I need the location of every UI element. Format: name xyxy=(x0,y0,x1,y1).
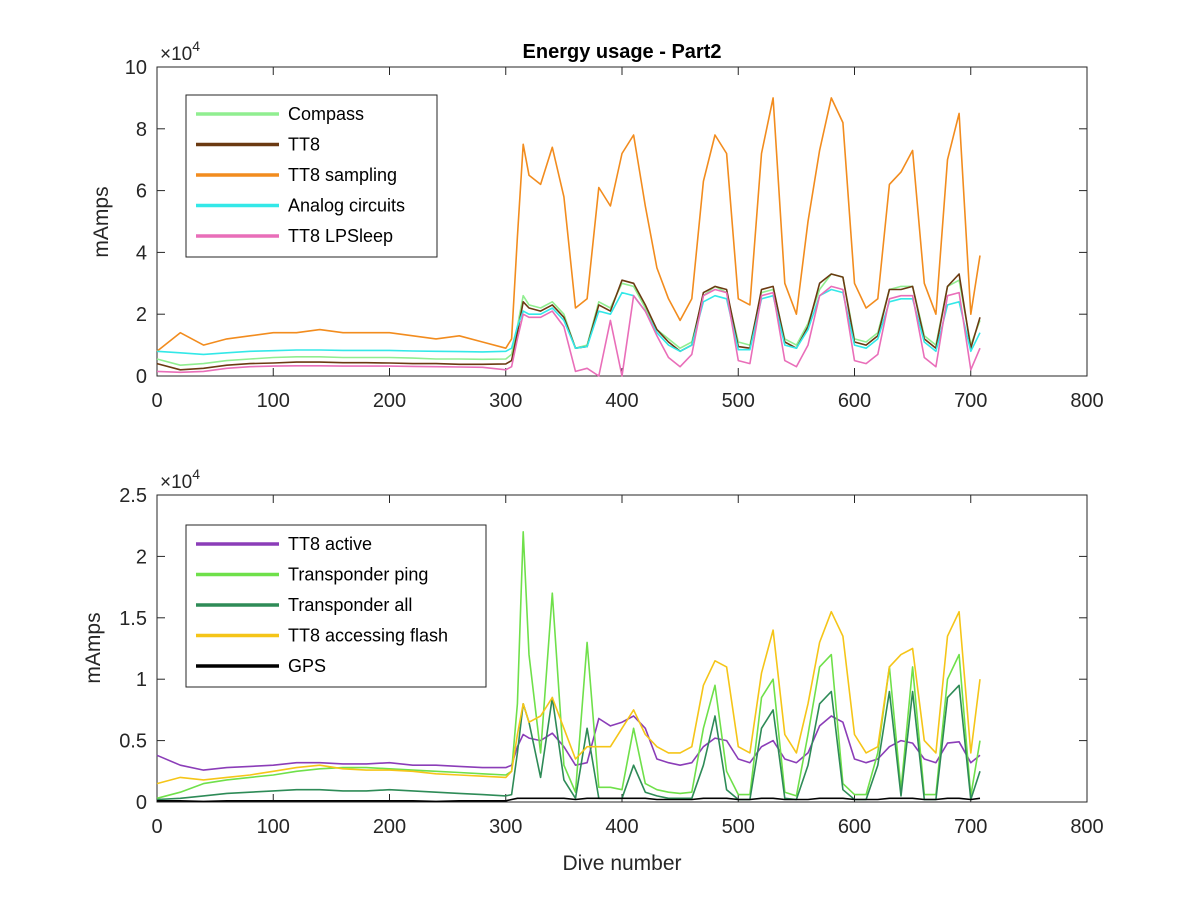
x-tick-label: 0 xyxy=(151,390,162,412)
x-tick-label: 300 xyxy=(489,816,522,838)
x-tick-label: 800 xyxy=(1070,816,1103,838)
y-tick-label: 1 xyxy=(136,669,147,691)
x-tick-label: 600 xyxy=(838,390,871,412)
legend-label-tt8: TT8 xyxy=(288,135,320,155)
series-lines-bottom xyxy=(156,530,981,803)
legend-label-transponder-ping: Transponder ping xyxy=(288,565,428,585)
x-tick-label: 600 xyxy=(838,816,871,838)
series-line-tt8-accessing-flash xyxy=(156,610,981,785)
y-tick-label: 1.5 xyxy=(119,608,147,630)
x-tick-label: 500 xyxy=(722,390,755,412)
y-tick-label: 0 xyxy=(136,792,147,814)
axis-ticks-top: 0 100 200 300 400 500 600 700 800 0 2 4 6 8 10 xyxy=(125,57,1104,412)
chart-title-top: Energy usage - Part2 xyxy=(523,41,722,63)
series-line-tt8-lpsleep xyxy=(156,285,981,377)
axis-ticks-bottom: 0 100 200 300 400 500 600 700 800 0 0.5 1 1.5 2 2.5 xyxy=(119,485,1104,838)
x-axis-label-bottom: Dive number xyxy=(562,852,681,875)
legend-label-tt8-accessing-flash: TT8 accessing flash xyxy=(288,626,448,646)
y-tick-label: 4 xyxy=(136,242,147,264)
x-tick-label: 100 xyxy=(257,390,290,412)
chart-top: Energy usage - Part2 ×104 mAmps 0 100 200 3… xyxy=(90,38,1104,412)
y-exponent-bottom: ×104 xyxy=(160,466,200,493)
y-tick-label: 6 xyxy=(136,181,147,203)
x-tick-label: 700 xyxy=(954,390,987,412)
chart-bottom: ×104 mAmps Dive number 0 100 200 300 400 500 6… xyxy=(82,466,1104,875)
series-line-gps xyxy=(157,797,981,803)
x-tick-label: 0 xyxy=(151,816,162,838)
x-tick-label: 200 xyxy=(373,816,406,838)
x-tick-label: 300 xyxy=(489,390,522,412)
y-exponent-top: ×104 xyxy=(160,38,200,65)
legend-label-gps: GPS xyxy=(288,656,326,676)
x-tick-label: 700 xyxy=(954,816,987,838)
series-line-transponder-ping xyxy=(156,530,981,800)
legend-label-transponder-all: Transponder all xyxy=(288,595,412,615)
x-tick-label: 500 xyxy=(722,816,755,838)
legend-label-compass: Compass xyxy=(288,104,364,124)
y-tick-label: 2 xyxy=(136,304,147,326)
legend-top: Compass TT8 TT8 sampling Analog circuits TT8… xyxy=(185,94,438,258)
y-tick-label: 10 xyxy=(125,57,147,79)
x-tick-label: 800 xyxy=(1070,390,1103,412)
y-tick-label: 0 xyxy=(136,366,147,388)
series-line-tt8-active xyxy=(156,715,981,771)
series-line-transponder-all xyxy=(156,684,981,801)
legend-bottom: TT8 active Transponder ping Transponder al… xyxy=(185,524,487,688)
y-axis-label-top: mAmps xyxy=(90,186,113,257)
y-tick-label: 0.5 xyxy=(119,731,147,753)
legend-label-analog-circuits: Analog circuits xyxy=(288,196,405,216)
x-tick-label: 400 xyxy=(605,390,638,412)
x-tick-label: 400 xyxy=(605,816,638,838)
series-line-compass xyxy=(156,273,981,367)
x-tick-label: 200 xyxy=(373,390,406,412)
y-axis-label-bottom: mAmps xyxy=(82,612,105,683)
x-tick-label: 100 xyxy=(257,816,290,838)
legend-label-tt8-sampling: TT8 sampling xyxy=(288,165,397,185)
y-tick-label: 8 xyxy=(136,119,147,141)
y-tick-label: 2 xyxy=(136,546,147,568)
series-lines-top xyxy=(156,97,981,377)
y-tick-label: 2.5 xyxy=(119,485,147,507)
legend-label-tt8-lpsleep: TT8 LPSleep xyxy=(288,226,393,246)
series-line-tt8 xyxy=(156,273,981,371)
series-line-tt8-sampling xyxy=(156,97,981,352)
legend-label-tt8-active: TT8 active xyxy=(288,534,372,554)
